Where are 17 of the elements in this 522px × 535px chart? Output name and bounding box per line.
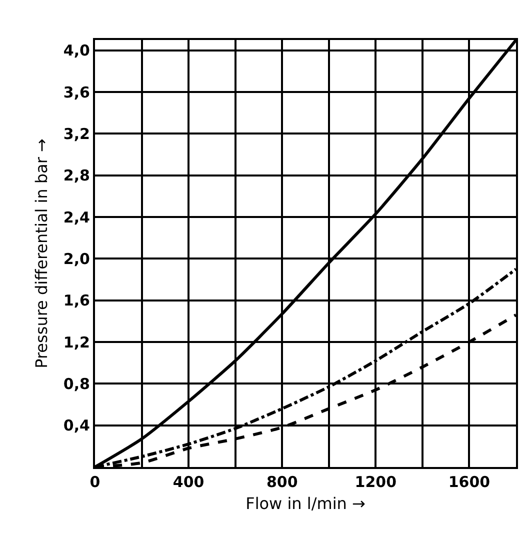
y-tick-label: 3,2 <box>63 124 90 143</box>
y-tick-label: 4,0 <box>63 42 90 60</box>
x-tick-label: 400 <box>172 473 204 491</box>
y-tick-label: 2,8 <box>63 166 90 185</box>
y-tick-label: 2,0 <box>63 250 90 268</box>
y-tick-label: 0,4 <box>63 416 90 435</box>
x-tick-label: 800 <box>266 473 298 491</box>
x-tick-label: 1200 <box>354 473 397 491</box>
y-tick-label: 3,6 <box>63 83 90 102</box>
y-tick-label: 1,2 <box>63 333 90 352</box>
y-axis-title: Pressure differential in bar → <box>32 138 51 368</box>
x-axis-title: Flow in l/min → <box>246 494 366 514</box>
y-tick-label: 1,6 <box>63 292 90 310</box>
y-tick-label: 0,8 <box>63 374 90 393</box>
x-tick-label: 1600 <box>448 473 490 491</box>
y-tick-label: 2,4 <box>63 208 90 226</box>
x-tick-label: 0 <box>90 473 100 491</box>
